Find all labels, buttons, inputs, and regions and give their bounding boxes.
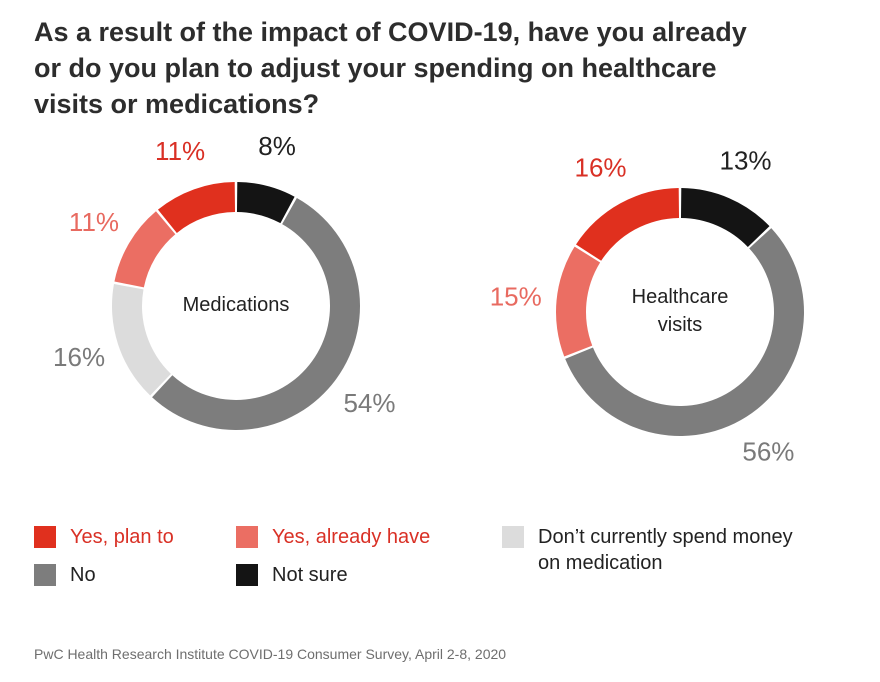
donut-slice-yes-plan — [576, 188, 680, 261]
data-label-yes-plan: 11% — [155, 136, 205, 166]
data-label-yes-already: 15% — [490, 281, 542, 311]
data-label-no: 56% — [742, 436, 794, 466]
donut-center-label: Healthcare — [632, 286, 729, 308]
donut-center-label: Medications — [183, 294, 290, 316]
donut-slice-not-sure — [680, 188, 770, 247]
source-note: PwC Health Research Institute COVID-19 C… — [34, 646, 507, 662]
data-label-dont-spend: 16% — [53, 342, 105, 372]
donut-center-label: visits — [658, 314, 702, 336]
data-label-yes-already: 11% — [69, 207, 119, 237]
donut-slice-yes-plan — [157, 182, 236, 233]
donut-slice-dont-spend — [112, 284, 171, 396]
title-line-3: visits or medications? — [34, 89, 320, 119]
donut-slice-not-sure — [236, 182, 295, 224]
title-line-1: As a result of the impact of COVID-19, h… — [34, 17, 747, 47]
donut-slice-yes-already — [114, 211, 176, 288]
chart-title: As a result of the impact of COVID-19, h… — [34, 14, 834, 122]
donut-slice-no — [565, 228, 804, 437]
title-line-2: or do you plan to adjust your spending o… — [34, 53, 717, 83]
data-label-no: 54% — [343, 388, 395, 418]
donut-slice-no — [152, 197, 361, 431]
donut-slice-yes-already — [555, 246, 601, 357]
data-label-not-sure: 13% — [720, 146, 772, 176]
data-label-yes-plan: 16% — [574, 152, 626, 182]
data-label-not-sure: 8% — [258, 131, 296, 161]
